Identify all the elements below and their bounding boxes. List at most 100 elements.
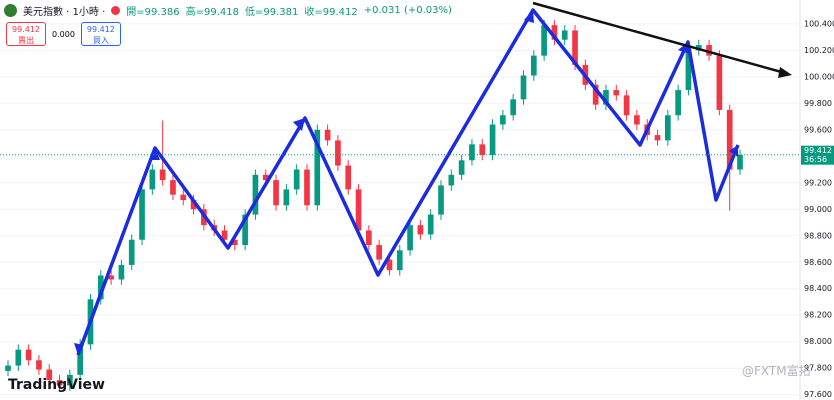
market-dot (111, 6, 121, 15)
drawings (74, 1, 792, 356)
watermark: @FXTM富拓 (742, 364, 811, 378)
arrow-head (729, 145, 738, 157)
candle-body (664, 115, 671, 141)
trend-line (532, 1, 786, 75)
candle-body (448, 174, 455, 186)
candle-body (159, 169, 166, 181)
candle-body (273, 180, 279, 206)
candle-body (118, 264, 125, 280)
ohlc-high: 高=99.418 (185, 7, 240, 18)
y-tick-label: 98.200 (804, 311, 832, 320)
candle-body (396, 250, 403, 271)
candle-body (469, 144, 475, 161)
candle-body (231, 239, 238, 246)
candle-body (56, 380, 63, 386)
candle-body (366, 230, 372, 246)
candle-body (77, 344, 84, 375)
spread: 0.000 (52, 29, 75, 39)
brand: TradingView (8, 377, 105, 393)
candle-body (97, 275, 104, 300)
candle-body (376, 245, 382, 260)
candle-body (438, 185, 444, 215)
candle-body (551, 25, 558, 40)
arrow-head (778, 67, 792, 78)
candle-body (613, 90, 620, 96)
arrow-head (74, 343, 84, 355)
y-tick-label: 98.000 (804, 337, 832, 346)
candle-body (726, 109, 733, 170)
candle-body (314, 129, 321, 206)
candle-body (5, 365, 11, 371)
candle-body (46, 369, 53, 381)
candle-body (15, 349, 22, 366)
candle-body (139, 189, 145, 240)
candle-body (293, 169, 300, 190)
sell-label: 賣出 (18, 36, 34, 45)
candle-body (510, 99, 517, 116)
y-tick-label: 97.800 (804, 364, 832, 373)
candle-body (242, 214, 248, 246)
candle-body (190, 200, 197, 210)
candle-body (623, 95, 630, 116)
y-tick-label: 99.000 (804, 205, 832, 214)
candle-body (716, 55, 723, 110)
y-tick-label: 99.800 (804, 99, 832, 108)
ohlc-open: 開=99.386 (126, 7, 180, 18)
candles (5, 19, 743, 391)
candle-body (458, 160, 465, 175)
ohlc-close: 收=99.412 (304, 7, 358, 18)
buy-button[interactable]: 99.412 買入 (80, 22, 121, 46)
y-tick-label: 98.600 (804, 258, 832, 267)
zigzag-line (76, 8, 740, 356)
header: 美元指數 · 1小時 · 開=99.386 高=99.418 低=99.381 … (4, 3, 452, 18)
candle-body (572, 30, 578, 65)
y-tick-label: 100.000 (804, 72, 834, 81)
candle-body (489, 124, 496, 155)
candle-body (335, 140, 341, 166)
candle-body (479, 144, 486, 155)
candle-body (675, 90, 681, 116)
candle-body (737, 154, 743, 170)
candle-body (128, 239, 135, 265)
candle-body (561, 30, 568, 40)
candle-body (427, 214, 434, 235)
symbol: 美元指數 · 1小時 · (23, 7, 106, 18)
candle-body (355, 189, 362, 231)
candle-body (592, 84, 599, 105)
candle-body (304, 169, 310, 206)
y-tick-label: 100.400 (804, 19, 834, 28)
symbol-icon (4, 4, 17, 17)
y-tick-label: 97.600 (804, 390, 832, 399)
buy-label: 買入 (92, 36, 109, 45)
candle-body (25, 349, 32, 361)
candle-body (654, 135, 661, 141)
countdown: 36:56 (804, 155, 827, 164)
buy-price: 99.412 (86, 25, 115, 34)
candle-body (221, 230, 228, 240)
candle-body (345, 165, 352, 190)
candle-body (149, 169, 156, 190)
change: +0.031 (+0.03%) (363, 5, 452, 16)
brand-logo: TradingView (8, 377, 105, 393)
candle-body (108, 275, 114, 280)
candle-body (706, 45, 712, 56)
candle-body (695, 45, 702, 51)
candle-body (541, 25, 547, 56)
candle-body (283, 189, 290, 206)
sell-button[interactable]: 99.412 賣出 (6, 22, 46, 46)
arrow-head (293, 118, 305, 131)
trade-buttons: 99.412 賣出 0.000 99.412 買入 (6, 22, 121, 46)
candle-body (530, 55, 537, 76)
candle-body (417, 225, 424, 235)
candle-body (386, 259, 393, 271)
candle-body (262, 174, 269, 181)
price-tag (801, 145, 834, 165)
y-tick-label: 100.200 (804, 46, 834, 55)
candle-body (500, 115, 506, 125)
price-tag-value: 99.412 (804, 146, 832, 155)
sell-price: 99.412 (12, 25, 40, 34)
candle-body (634, 115, 640, 125)
candle-body (407, 225, 413, 251)
